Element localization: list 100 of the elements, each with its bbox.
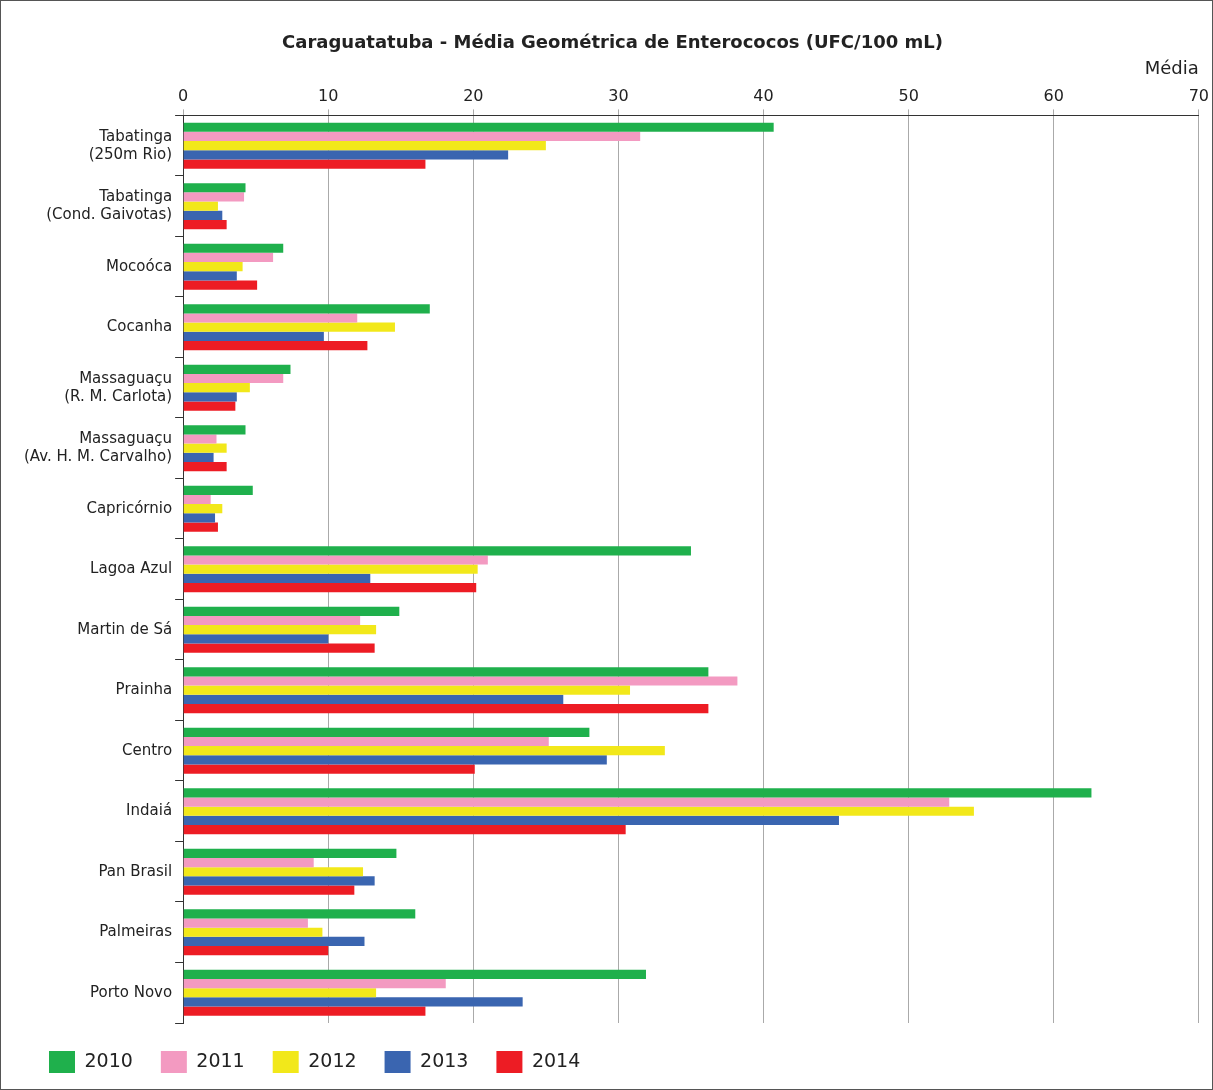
bar	[183, 201, 218, 211]
bar	[183, 815, 839, 826]
bar	[183, 210, 223, 220]
bar	[183, 522, 218, 532]
y-tick-label: Centro	[122, 740, 173, 759]
y-tick-label: Palmeiras	[99, 922, 173, 941]
y-tick-label: Prainha	[115, 680, 173, 699]
bar	[183, 704, 709, 714]
bar	[183, 788, 1092, 798]
bar	[183, 219, 227, 230]
bar	[183, 252, 274, 263]
bar	[183, 746, 665, 756]
bar	[183, 192, 245, 202]
bar	[183, 461, 227, 472]
bar	[183, 555, 488, 565]
bar	[183, 764, 475, 774]
bar	[183, 383, 250, 393]
y-tick-label: Lagoa Azul	[90, 559, 173, 578]
bar	[183, 150, 509, 160]
x-axis-title: Média	[1144, 57, 1199, 79]
bar	[183, 159, 426, 169]
bar	[183, 825, 626, 835]
x-tick-label: 50	[898, 85, 919, 105]
bar	[183, 331, 324, 341]
bar	[183, 262, 243, 272]
bar	[183, 685, 631, 695]
y-tick-label: Tabatinga (250m Rio)	[88, 126, 173, 163]
bar	[183, 936, 365, 947]
x-tick-label: 60	[1043, 85, 1064, 105]
y-tick-label: Porto Novo	[89, 982, 173, 1001]
bar	[183, 909, 416, 919]
x-tick-label: 30	[608, 85, 629, 105]
bar	[183, 313, 358, 323]
bar	[183, 304, 430, 314]
bar	[183, 634, 329, 644]
bar	[183, 755, 607, 765]
bar	[183, 322, 395, 332]
bar	[183, 867, 364, 877]
bar	[183, 857, 314, 868]
bar	[183, 676, 738, 686]
x-tick-label: 0	[178, 85, 189, 105]
bar	[183, 131, 641, 142]
bar	[183, 876, 375, 886]
bar	[183, 969, 646, 979]
y-tick-label: Indaiá	[126, 801, 173, 820]
y-tick-label: Cocanha	[106, 317, 173, 336]
bar	[183, 340, 368, 351]
legend-label: 2013	[420, 1048, 469, 1071]
bar	[183, 141, 546, 151]
bar	[183, 183, 246, 193]
chart-title: Caraguatatuba - Média Geométrica de Enterococos (UFC/100 mL)	[282, 31, 943, 53]
bar	[183, 978, 446, 989]
bar	[183, 997, 523, 1007]
bar	[183, 806, 974, 816]
bar	[183, 401, 236, 411]
legend-label: 2014	[531, 1048, 581, 1071]
bar	[183, 513, 216, 523]
bar	[183, 573, 371, 583]
bar	[183, 927, 323, 937]
bar	[183, 364, 291, 374]
legend-label: 2012	[308, 1048, 357, 1071]
bar	[183, 271, 237, 281]
y-tick-label: Massaguaçu (Av. H. M. Carvalho)	[23, 429, 173, 466]
bar	[183, 425, 246, 435]
x-tick-label: 10	[318, 85, 339, 105]
legend-label: 2010	[84, 1048, 133, 1071]
bar	[183, 797, 950, 807]
bar	[183, 373, 284, 384]
bar	[183, 918, 308, 928]
bar	[183, 583, 477, 593]
y-tick-label: Tabatinga (Cond. Gaivotas)	[46, 187, 173, 224]
legend-label: 2011	[196, 1048, 245, 1071]
bar	[183, 485, 253, 495]
y-tick-label: Pan Brasil	[98, 861, 173, 880]
bar	[183, 625, 377, 635]
y-tick-label: Mocoóca	[105, 256, 173, 275]
y-tick-label: Massaguaçu (R. M. Carlota)	[64, 368, 173, 405]
bar	[183, 122, 774, 132]
bar	[183, 546, 691, 556]
bar	[183, 727, 590, 737]
bar	[183, 392, 237, 402]
bar	[183, 988, 377, 998]
bar	[183, 848, 397, 858]
bar	[183, 736, 549, 747]
y-tick-label: Martin de Sá	[77, 619, 173, 638]
bar	[183, 643, 375, 653]
bar	[183, 946, 329, 956]
bar	[183, 564, 478, 574]
x-tick-label: 40	[753, 85, 774, 105]
bar	[183, 885, 355, 895]
bar	[183, 615, 361, 626]
bar	[183, 1006, 426, 1016]
bar	[183, 694, 564, 705]
bar	[183, 504, 223, 514]
y-tick-label: Capricórnio	[86, 498, 173, 517]
bar	[183, 667, 709, 677]
bar	[183, 606, 400, 616]
bar	[183, 452, 214, 462]
bar	[183, 443, 227, 453]
bar	[183, 243, 284, 253]
